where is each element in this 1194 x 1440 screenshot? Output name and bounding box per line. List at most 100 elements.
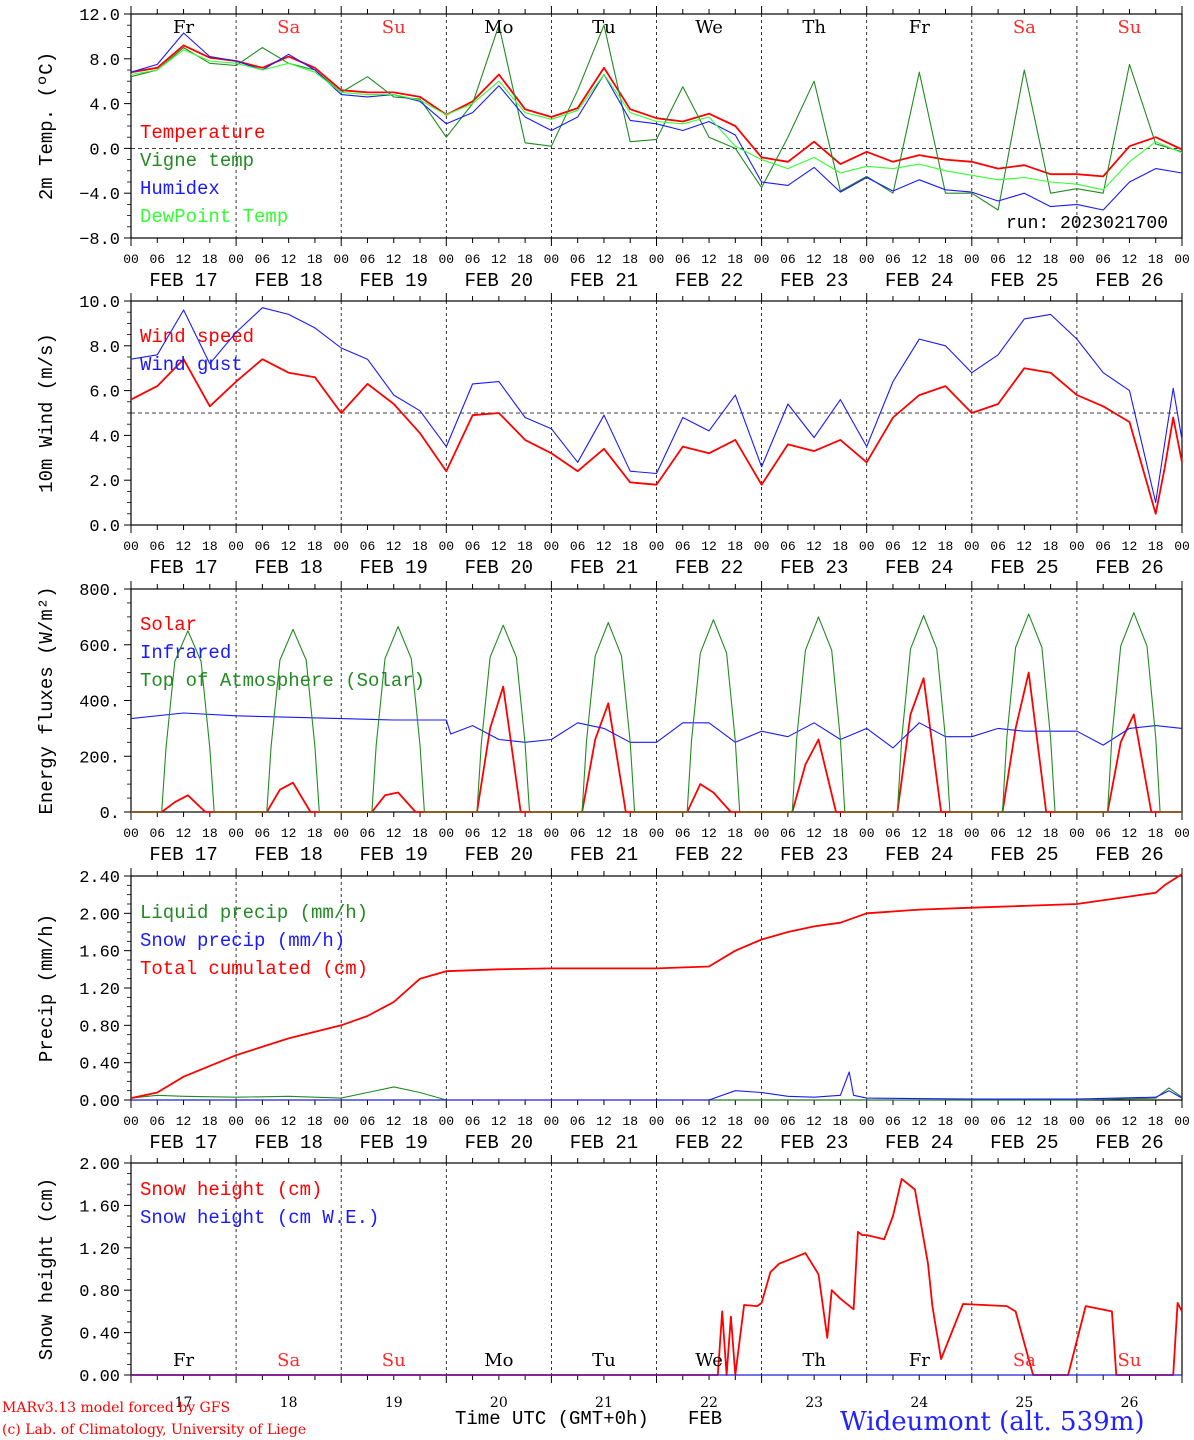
weekday-label-bottom: Su [1117,1350,1141,1371]
x-date-label: FEB 21 [570,844,638,866]
x-hour-label: 00 [228,1114,244,1129]
x-day-number-label: 23 [805,1395,823,1411]
x-hour-label: 06 [885,252,901,267]
x-hour-label: 06 [255,539,271,554]
x-hour-label: 12 [176,539,192,554]
x-hour-label: 18 [517,1114,533,1129]
x-hour-label: 00 [438,252,454,267]
x-hour-label: 12 [491,1114,507,1129]
y-tick-label: 0.00 [79,1093,120,1112]
x-hour-label: 06 [465,252,481,267]
x-hour-label: 18 [938,826,954,841]
x-hour-label: 00 [123,1114,139,1129]
x-hour-label: 06 [360,826,376,841]
x-hour-label: 18 [412,1114,428,1129]
y-tick-label: 0.80 [79,1283,120,1302]
x-hour-label: 00 [544,826,560,841]
x-date-label: FEB 18 [254,844,322,866]
panel-1: −8.0 −4.0 0.0 4.0 8.0 12.0 2m Temp. (ºC) 00 06 12… [36,6,1190,292]
panel-4: 0.00 0.40 0.80 1.20 1.60 2.00 2.40 Precip (mm/h… [36,868,1190,1154]
legend-entry: Temperature [140,122,265,144]
x-hour-label: 06 [990,1114,1006,1129]
series-line-total-cumulated-cm- [130,873,1183,1099]
x-hour-label: 18 [938,539,954,554]
x-hour-label: 18 [1148,826,1164,841]
y-tick-label: 0. [100,805,120,824]
x-hour-label: 18 [1043,539,1059,554]
x-hour-label: 06 [255,1114,271,1129]
y-axis-title: Snow height (cm) [36,1178,58,1360]
x-hour-label: 00 [1174,826,1190,841]
x-hour-label: 12 [911,826,927,841]
x-hour-label: 12 [491,539,507,554]
x-hour-label: 18 [622,252,638,267]
y-tick-label: 6.0 [89,384,120,403]
x-hour-label: 06 [149,826,165,841]
legend-entry: Vigne temp [140,150,254,172]
y-tick-label: 2.0 [89,473,120,492]
x-hour-label: 06 [1095,1114,1111,1129]
x-hour-label: 00 [859,539,875,554]
x-hour-label: 18 [833,252,849,267]
x-day-number-label: 21 [595,1395,613,1411]
x-hour-label: 18 [202,252,218,267]
y-tick-label: 0.40 [79,1056,120,1075]
y-tick-label: 12.0 [79,7,120,26]
x-date-label: FEB 25 [990,844,1058,866]
legend-entry: Total cumulated (cm) [140,958,368,980]
y-tick-label: 0.80 [79,1018,120,1037]
x-hour-label: 12 [176,1114,192,1129]
x-hour-label: 12 [1017,1114,1033,1129]
series-line-temperature [130,44,1183,178]
x-hour-label: 18 [833,539,849,554]
x-hour-label: 06 [360,539,376,554]
x-hour-label: 06 [1095,539,1111,554]
series-line-humidex [130,32,1183,211]
x-date-label: FEB 22 [675,844,743,866]
x-hour-label: 06 [1095,252,1111,267]
x-date-label: FEB 19 [360,270,428,292]
x-hour-label: 18 [1148,1114,1164,1129]
x-hour-label: 18 [202,1114,218,1129]
x-date-label: FEB 20 [465,557,533,579]
x-hour-label: 06 [780,826,796,841]
x-date-label: FEB 26 [1095,844,1163,866]
footer-model: MARv3.13 model forced by GFS [2,1400,230,1416]
x-date-label: FEB 17 [149,270,217,292]
x-axis-month: FEB [688,1408,722,1430]
x-hour-label: 00 [544,252,560,267]
x-hour-label: 06 [1095,826,1111,841]
y-tick-label: 200. [79,749,120,768]
x-date-label: FEB 22 [675,270,743,292]
legend-entry: Liquid precip (mm/h) [140,902,368,924]
x-hour-label: 12 [806,252,822,267]
x-hour-label: 06 [149,1114,165,1129]
x-hour-label: 00 [544,1114,560,1129]
legend-entry: Snow height (cm W.E.) [140,1207,379,1229]
weekday-label-bottom: We [695,1350,723,1371]
x-hour-label: 06 [360,252,376,267]
x-hour-label: 18 [1043,1114,1059,1129]
series-line-snow-precip-mm-h- [131,1071,1183,1101]
y-tick-label: 8.0 [89,52,120,71]
series-line-vigne-temp [130,24,1183,211]
x-hour-label: 18 [1043,252,1059,267]
x-date-label: FEB 23 [780,270,848,292]
y-tick-label: 1.20 [79,1241,120,1260]
x-hour-label: 00 [1174,252,1190,267]
x-hour-label: 12 [1017,252,1033,267]
x-hour-label: 12 [491,252,507,267]
x-hour-label: 00 [438,1114,454,1129]
x-hour-label: 18 [307,826,323,841]
x-hour-label: 00 [754,826,770,841]
y-tick-label: 0.0 [89,518,120,537]
x-hour-label: 00 [333,826,349,841]
series-line-wind-gust [130,307,1183,504]
x-day-number-label: 20 [490,1395,508,1411]
y-tick-label: 400. [79,694,120,713]
x-hour-label: 12 [701,826,717,841]
x-date-label: FEB 18 [254,1132,322,1154]
x-date-label: FEB 25 [990,557,1058,579]
x-hour-label: 18 [728,826,744,841]
x-hour-label: 00 [1069,1114,1085,1129]
